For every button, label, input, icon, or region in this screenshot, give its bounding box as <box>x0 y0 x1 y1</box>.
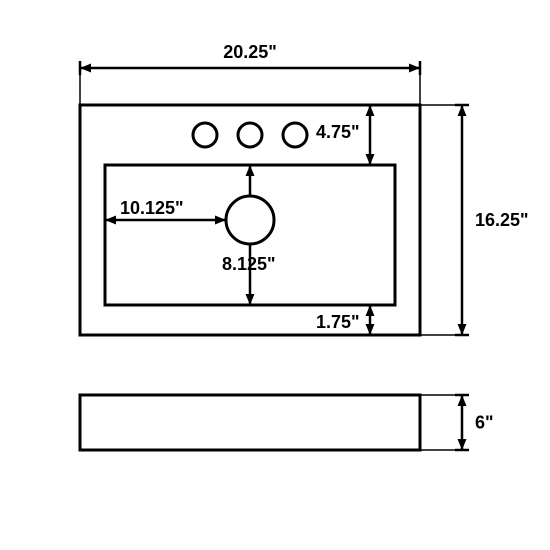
faucet-hole-1 <box>238 123 262 147</box>
dim-drain-from-top: 8.125" <box>222 254 276 274</box>
dim-drain-from-left: 10.125" <box>120 198 184 218</box>
drain-hole <box>226 196 274 244</box>
dim-deck-to-basin: 4.75" <box>316 122 360 142</box>
dim-overall-height: 16.25" <box>475 210 529 230</box>
dim-basin-bottom: 1.75" <box>316 312 360 332</box>
sink-dimension-diagram: 20.25" 16.25" 6" 4.75" 1.75" 10.125" 8.125" <box>0 0 550 550</box>
dim-overall-width: 20.25" <box>223 42 277 62</box>
faucet-hole-0 <box>193 123 217 147</box>
side-view-rect <box>80 395 420 450</box>
faucet-hole-2 <box>283 123 307 147</box>
dim-side-height: 6" <box>475 413 494 433</box>
